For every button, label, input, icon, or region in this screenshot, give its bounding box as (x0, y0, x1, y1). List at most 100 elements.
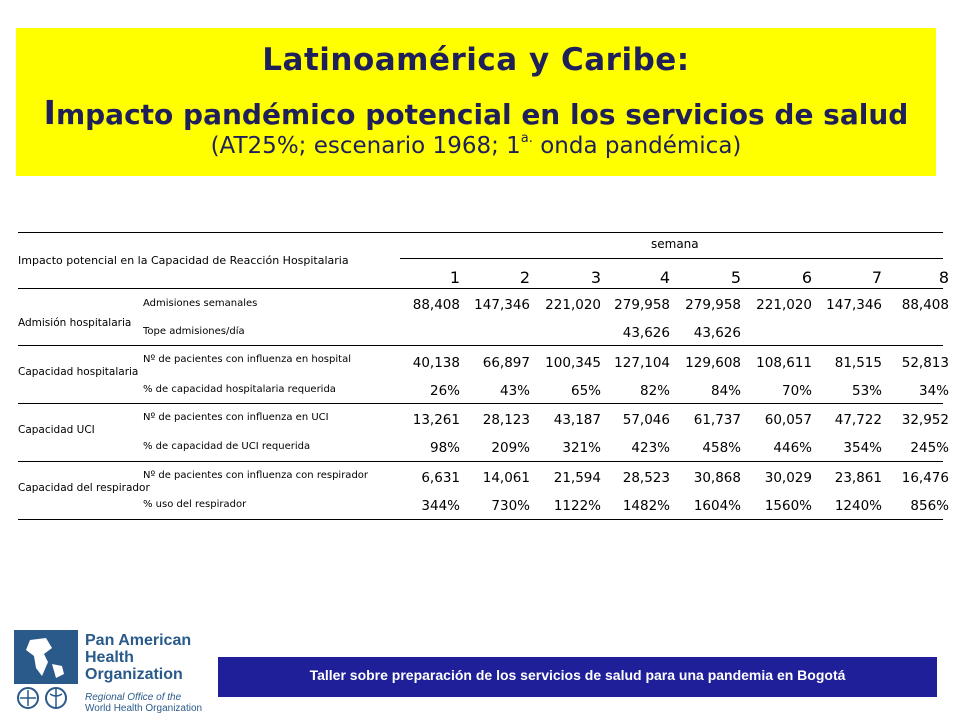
table-cell: 88,408 (412, 297, 460, 313)
logo-name-line-1: Pan American (85, 632, 192, 649)
row-label: Nº de pacientes con influenza con respir… (143, 470, 369, 481)
table-caption: Impacto potencial en la Capacidad de Rea… (18, 254, 349, 267)
table-cell: 279,958 (614, 297, 670, 313)
table-cell: 30,868 (693, 470, 741, 486)
paho-logo: Pan American Health Organization Regiona… (12, 628, 207, 716)
table-cell: 344% (421, 498, 460, 514)
table-cell: 66,897 (482, 355, 530, 371)
table-cell: 34% (918, 383, 949, 399)
logo-name-line-3: Organization (85, 666, 183, 683)
table-cell: 47,722 (834, 412, 882, 428)
subtitle-pre: (AT25%; escenario 1968; 1 (210, 133, 521, 159)
footer-bar: Taller sobre preparación de los servicio… (218, 657, 937, 697)
row-label: Tope admisiones/día (143, 326, 245, 337)
table-cell: 43% (499, 383, 530, 399)
week-number: 1 (449, 268, 460, 287)
table-cell: 43,626 (622, 325, 670, 341)
table-cell: 70% (781, 383, 812, 399)
week-row-rule (18, 288, 943, 289)
row-label: % de capacidad hospitalaria requerida (143, 384, 336, 395)
week-number: 4 (659, 268, 670, 287)
table-top-rule (18, 232, 943, 233)
table-cell: 40,138 (412, 355, 460, 371)
table-cell: 43,187 (553, 412, 601, 428)
table-cell: 1604% (693, 498, 741, 514)
week-number: 2 (519, 268, 530, 287)
table-cell: 147,346 (826, 297, 882, 313)
table-cell: 60,057 (764, 412, 812, 428)
table-cell: 730% (491, 498, 530, 514)
logo-name-line-2: Health (85, 649, 134, 666)
subtitle-post: onda pandémica) (532, 133, 742, 159)
table-cell: 354% (843, 440, 882, 456)
table-cell: 13,261 (412, 412, 460, 428)
table-cell: 81,515 (834, 355, 882, 371)
week-number: 7 (871, 268, 882, 287)
table-cell: 6,631 (421, 470, 460, 486)
table-cell: 147,346 (474, 297, 530, 313)
table-cell: 16,476 (901, 470, 949, 486)
week-number: 3 (590, 268, 601, 287)
table-cell: 52,813 (901, 355, 949, 371)
table-cell: 14,061 (482, 470, 530, 486)
table-cell: 446% (773, 440, 812, 456)
table-cell: 221,020 (545, 297, 601, 313)
table-cell: 221,020 (756, 297, 812, 313)
table-cell: 53% (851, 383, 882, 399)
row-label: % de capacidad de UCI requerida (143, 441, 311, 452)
table-cell: 1560% (764, 498, 812, 514)
table-cell: 1240% (834, 498, 882, 514)
group-label: Capacidad hospitalaria (18, 366, 139, 378)
week-header: semana (651, 237, 699, 251)
title-line-2: Impacto pandémico potencial en los servi… (16, 93, 936, 132)
week-number: 6 (801, 268, 812, 287)
table-bottom-rule (18, 519, 943, 520)
table-cell: 108,611 (756, 355, 812, 371)
row-label: Admisiones semanales (143, 298, 258, 309)
logo-sub-line-2: World Health Organization (85, 703, 203, 714)
table-cell: 279,958 (685, 297, 741, 313)
group-label: Capacidad del respirador (18, 482, 150, 494)
table-cell: 98% (429, 440, 460, 456)
group-rule-2 (18, 403, 943, 404)
group-label: Capacidad UCI (18, 424, 95, 436)
table-cell: 32,952 (901, 412, 949, 428)
logo-name: Pan American Health Organization (85, 632, 191, 683)
table-cell: 88,408 (901, 297, 949, 313)
table-cell: 458% (702, 440, 741, 456)
table-cell: 129,608 (685, 355, 741, 371)
table-cell: 28,523 (622, 470, 670, 486)
row-label: % uso del respirador (143, 499, 247, 510)
table-cell: 1122% (553, 498, 601, 514)
week-number: 8 (938, 268, 949, 287)
table-cell: 423% (631, 440, 670, 456)
table-cell: 856% (910, 498, 949, 514)
title-line-2-rest: mpacto pandémico potencial en los servic… (55, 98, 909, 131)
row-label: Nº de pacientes con influenza en UCI (143, 412, 329, 423)
row-label: Nº de pacientes con influenza en hospita… (143, 354, 351, 365)
week-header-rule (400, 258, 943, 259)
table-cell: 43,626 (693, 325, 741, 341)
table-cell: 209% (491, 440, 530, 456)
week-number: 5 (730, 268, 741, 287)
table-cell: 61,737 (693, 412, 741, 428)
table-cell: 28,123 (482, 412, 530, 428)
table-cell: 82% (639, 383, 670, 399)
table-cell: 57,046 (622, 412, 670, 428)
table-cell: 30,029 (764, 470, 812, 486)
footer-text: Taller sobre preparación de los servicio… (309, 667, 846, 683)
table-cell: 23,861 (834, 470, 882, 486)
logo-sub-line-1: Regional Office of the (85, 692, 182, 703)
table-cell: 127,104 (614, 355, 670, 371)
title-line-1: Latinoamérica y Caribe: (262, 42, 690, 78)
table-cell: 100,345 (545, 355, 601, 371)
group-rule-1 (18, 345, 943, 346)
title-line-2-initial: I (43, 93, 56, 132)
group-label: Admisión hospitalaria (18, 317, 132, 329)
paho-emblem-icon (14, 630, 78, 709)
table-cell: 65% (570, 383, 601, 399)
table-cell: 21,594 (553, 470, 601, 486)
table-cell: 84% (710, 383, 741, 399)
title-banner: Latinoamérica y Caribe: Impacto pandémic… (16, 28, 936, 176)
table-cell: 26% (429, 383, 460, 399)
